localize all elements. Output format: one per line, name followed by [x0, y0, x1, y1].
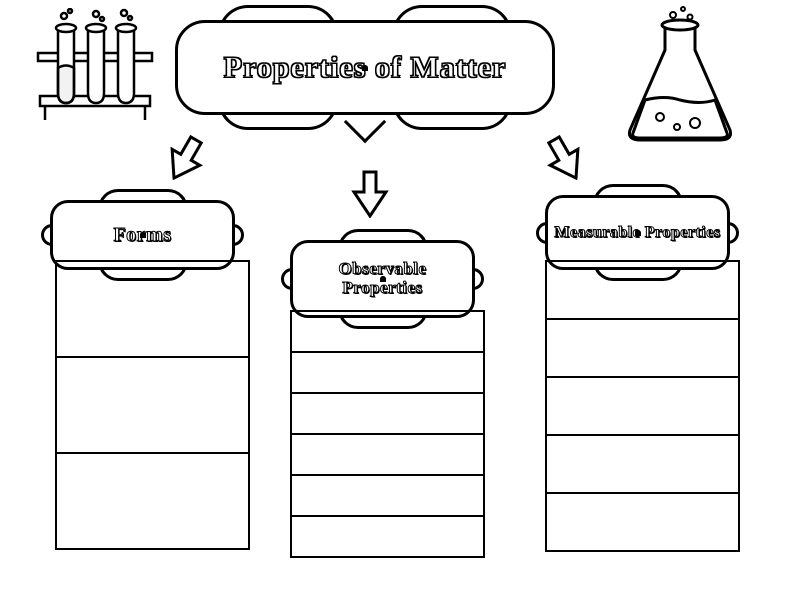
arrow-icon — [536, 128, 595, 190]
worksheet-canvas: Properties of Matter Forms Observable Pr… — [0, 0, 789, 610]
flask-icon — [615, 5, 745, 150]
title-banner: Properties of Matter — [175, 20, 555, 115]
table-row[interactable] — [547, 260, 738, 318]
observable-table[interactable] — [290, 310, 485, 558]
branch-frame-observable: Observable Properties — [290, 240, 475, 318]
table-row[interactable] — [292, 351, 483, 392]
table-row[interactable] — [292, 310, 483, 351]
measurable-table[interactable] — [545, 260, 740, 552]
table-row[interactable] — [57, 260, 248, 356]
table-row[interactable] — [547, 434, 738, 492]
branch-label: Observable Properties — [293, 260, 472, 297]
table-row[interactable] — [547, 318, 738, 376]
test-tubes-icon — [30, 8, 160, 128]
main-title: Properties of Matter — [224, 51, 507, 85]
table-row[interactable] — [547, 376, 738, 434]
arrow-icon — [350, 170, 390, 218]
branch-label: Measurable Properties — [550, 224, 724, 242]
table-row[interactable] — [57, 356, 248, 452]
table-row[interactable] — [292, 515, 483, 556]
table-row[interactable] — [292, 433, 483, 474]
table-row[interactable] — [547, 492, 738, 550]
branch-frame-measurable: Measurable Properties — [545, 195, 730, 270]
forms-table[interactable] — [55, 260, 250, 550]
table-row[interactable] — [292, 392, 483, 433]
table-row[interactable] — [57, 452, 248, 548]
arrow-icon — [156, 128, 215, 190]
table-row[interactable] — [292, 474, 483, 515]
branch-label: Forms — [109, 224, 175, 246]
